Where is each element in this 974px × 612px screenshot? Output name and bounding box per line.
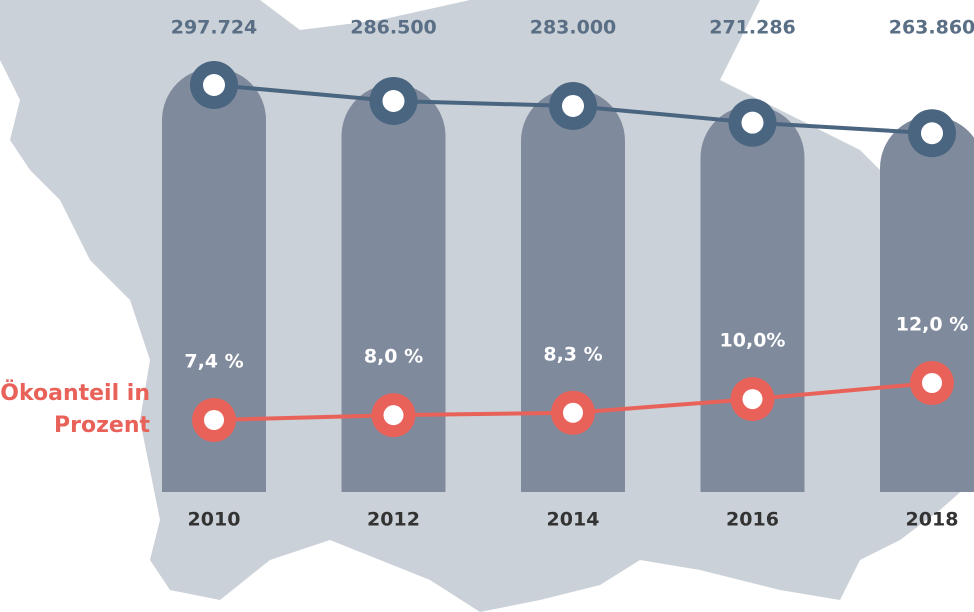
x-tick-label: 2016	[726, 509, 779, 531]
value-label: 297.724	[171, 17, 258, 39]
x-tick-label: 2018	[906, 509, 959, 531]
marker-center	[921, 122, 943, 145]
marker-center	[203, 74, 225, 96]
value-label: 10,0%	[720, 330, 786, 352]
marker-center	[741, 111, 764, 134]
legend-label: Ökoanteil in Prozent	[0, 381, 150, 438]
value-label: 7,4 %	[184, 351, 243, 373]
bar	[341, 83, 446, 493]
value-label: 263.860	[889, 17, 974, 39]
marker-center	[742, 389, 763, 410]
x-tick-label: 2010	[188, 509, 241, 531]
bar	[880, 116, 974, 492]
bar	[521, 88, 625, 493]
value-label: 8,0 %	[364, 346, 423, 368]
bar	[700, 105, 805, 492]
x-tick-label: 2014	[547, 509, 600, 531]
value-label: 12,0 %	[896, 314, 969, 336]
value-label: 271.286	[709, 17, 796, 39]
marker-center	[562, 94, 584, 117]
x-tick-label: 2012	[367, 509, 420, 531]
marker-center	[383, 405, 404, 426]
value-label: 286.500	[350, 17, 437, 39]
bar	[162, 68, 266, 492]
value-label: 283.000	[530, 17, 617, 39]
marker-center	[382, 89, 405, 112]
marker-center	[563, 402, 583, 423]
marker-center	[204, 410, 224, 430]
value-label: 8,3 %	[543, 343, 602, 365]
marker-center	[922, 373, 942, 393]
